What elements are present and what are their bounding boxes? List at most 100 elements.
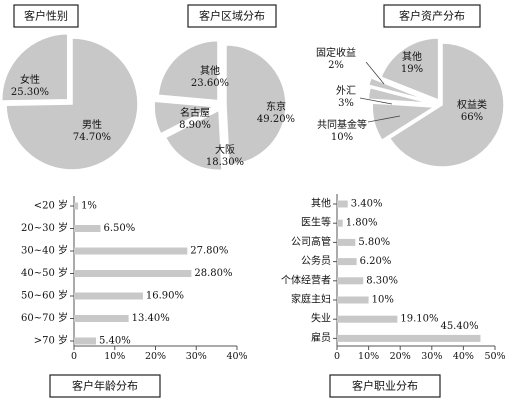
pie-slice	[164, 108, 223, 171]
bar-category-label: 20~30 岁	[21, 221, 68, 234]
chart-title-box	[329, 374, 441, 398]
x-tick-label: 0	[334, 351, 340, 362]
x-tick-label: 10%	[104, 351, 125, 362]
pie-slice	[157, 39, 219, 102]
x-tick-label: 30%	[186, 351, 207, 362]
pie-slice-category: 共同基金等	[317, 118, 367, 131]
bar-category-label: 家庭主妇	[291, 293, 331, 306]
bar-category-label: 个体经营者	[281, 273, 331, 286]
pie-slice	[380, 37, 440, 102]
chart-title-box	[187, 4, 277, 28]
x-tick-label: 10%	[358, 351, 379, 362]
bar-category-label: 公务员	[301, 254, 331, 267]
pie-slice-value: 74.70%	[73, 132, 111, 143]
chart-title-text: 客户年龄分布	[72, 379, 138, 393]
bar-value-label: 6.50%	[103, 223, 135, 234]
bar	[337, 315, 398, 323]
pie-slice-category: 外汇	[336, 84, 356, 97]
bar-category-label: 医生等	[301, 216, 331, 229]
bar-value-label: 6.20%	[360, 256, 392, 267]
bar-value-label: 19.10%	[400, 314, 438, 325]
pie-slice-category: 名古屋	[180, 106, 210, 119]
chart-title-text: 客户区域分布	[199, 9, 265, 23]
pie-slice-category: 固定收益	[316, 46, 356, 59]
bar-category-label: 50~60 岁	[21, 289, 68, 302]
bar	[74, 337, 97, 345]
pie-leader-line	[367, 115, 401, 123]
bar-category-label: 60~70 岁	[21, 311, 68, 324]
chart-title-box	[13, 4, 79, 28]
bar-value-label: 5.80%	[358, 237, 390, 248]
chart-title-text: 客户性别	[24, 9, 68, 23]
bar	[74, 292, 143, 300]
bar-category-label: 30~40 岁	[21, 244, 68, 257]
bar	[337, 277, 364, 285]
pie-slice-value: 19%	[401, 64, 423, 75]
bar-category-label: 公司高管	[291, 235, 331, 248]
bar-value-label: 27.80%	[190, 246, 228, 257]
pie-slice-category: 东京	[266, 100, 286, 113]
x-tick-label: 50%	[484, 351, 505, 362]
pie-slice	[153, 100, 217, 135]
pie-slice-value: 8.90%	[179, 120, 211, 131]
pie-slice-value: 10%	[331, 132, 353, 143]
pie-slice-value: 2%	[328, 60, 344, 71]
bar	[74, 202, 79, 210]
bar-value-label: 45.40%	[440, 321, 478, 332]
bar-chart-3: 0 10% 20% 30% 40% <20 岁 1% 20~30 岁 6.50% 30~40 岁 2…	[21, 196, 248, 362]
pie-slice	[371, 102, 437, 142]
bar-value-label: 28.80%	[194, 268, 232, 279]
pie-slice-value: 25.30%	[11, 87, 49, 98]
pie-slice-category: 大阪	[215, 143, 235, 156]
bar-value-label: 10%	[372, 295, 394, 306]
bar	[337, 200, 348, 208]
x-tick-label: 40%	[226, 351, 247, 362]
pie-slice	[5, 37, 139, 171]
bar-category-label: 雇员	[311, 331, 331, 344]
bar	[74, 270, 192, 277]
chart-title-box	[49, 374, 161, 398]
x-tick-label: 30%	[421, 351, 442, 362]
bar	[337, 238, 356, 246]
pie-slice	[388, 42, 505, 168]
pie-slice	[225, 44, 287, 166]
bar-value-label: 1.80%	[346, 218, 378, 229]
bar	[337, 334, 481, 342]
x-tick-label: 20%	[145, 351, 166, 362]
bar	[74, 315, 129, 322]
pie-slice-value: 49.20%	[257, 114, 295, 125]
bar-category-label: >70 岁	[34, 334, 68, 347]
bar-value-label: 8.30%	[366, 275, 398, 286]
bar-category-label: 40~50 岁	[21, 266, 68, 279]
pie-slice-category: 女性	[20, 73, 40, 86]
bar-value-label: 1%	[81, 201, 97, 212]
chart-title-2: 客户资产分布	[383, 4, 481, 28]
bar	[337, 296, 369, 304]
bar-value-label: 16.90%	[146, 291, 184, 302]
pie-slice-value: 18.30%	[206, 157, 244, 168]
pie-slice-value: 23.60%	[191, 78, 229, 89]
chart-title-box	[383, 4, 481, 28]
pie-slice	[0, 33, 69, 102]
x-tick-label: 0	[71, 351, 77, 362]
bar-category-label: 失业	[311, 312, 331, 325]
bar-value-label: 13.40%	[132, 313, 170, 324]
x-tick-label: 40%	[453, 351, 474, 362]
pie-slice-category: 其他	[402, 50, 422, 63]
pie-slice-category: 其他	[200, 64, 220, 77]
chart-title-text: 客户职业分布	[352, 379, 418, 393]
bar-value-label: 5.40%	[99, 336, 131, 347]
bar-value-label: 3.40%	[351, 199, 383, 210]
pie-slice-category: 男性	[82, 118, 102, 131]
pie-leader-line	[359, 97, 393, 105]
bar	[337, 219, 343, 227]
bar	[74, 247, 188, 255]
pie-slice-value: 66%	[461, 112, 483, 123]
bar-category-label: <20 岁	[34, 199, 68, 212]
bar	[337, 258, 357, 266]
chart-title-1: 客户区域分布	[187, 4, 277, 28]
